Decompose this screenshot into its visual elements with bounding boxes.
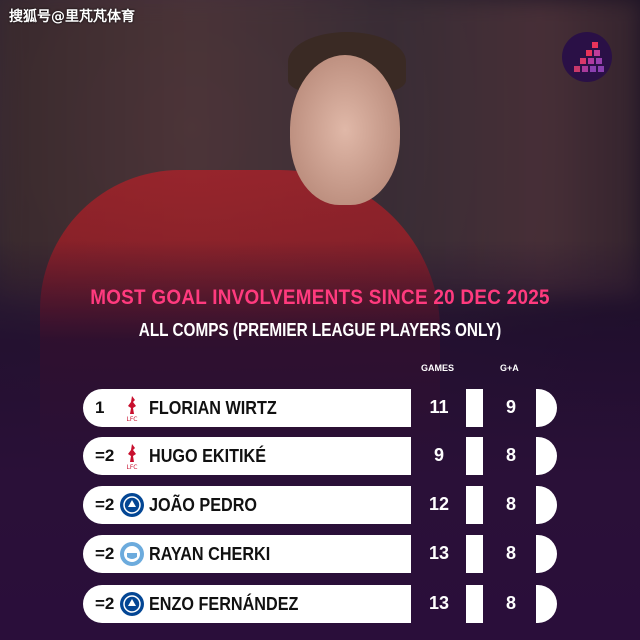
row-end-cap [536, 389, 557, 427]
separator [466, 535, 483, 573]
row-end-cap [536, 585, 557, 623]
player-name: ENZO FERNÁNDEZ [149, 594, 299, 614]
crest-text: LFC [127, 416, 138, 422]
table-row: 1 LFC FLORIAN WIRTZ 11 9 [83, 389, 563, 427]
games-value: 13 [428, 543, 450, 563]
brand-logo-icon [562, 32, 612, 82]
player-pill [83, 389, 411, 427]
chelsea-crest-icon [120, 592, 144, 616]
man-city-crest-icon [120, 542, 144, 566]
crest-text: LFC [127, 464, 138, 470]
column-header-games: GAMES [421, 363, 455, 373]
column-header-ga: G+A [500, 363, 519, 373]
games-value: 13 [428, 593, 450, 613]
player-name: HUGO EKITIKÉ [149, 446, 267, 466]
table-row: =2 RAYAN CHERKI 13 8 [83, 535, 563, 573]
player-name: RAYAN CHERKI [149, 544, 271, 564]
ga-value: 8 [505, 593, 516, 613]
watermark: 搜狐号@里芃芃体育 [9, 9, 135, 25]
rank: =2 [95, 594, 115, 613]
row-end-cap [536, 486, 557, 524]
separator [466, 437, 483, 475]
ga-value: 8 [505, 494, 516, 514]
separator [466, 389, 483, 427]
table-row: =2 JOÃO PEDRO 12 8 [83, 486, 563, 524]
player-pill [83, 437, 411, 475]
chelsea-crest-icon [120, 493, 144, 517]
rank: 1 [95, 398, 105, 417]
separator [466, 585, 483, 623]
player-head [290, 55, 400, 205]
title: MOST GOAL INVOLVEMENTS SINCE 20 DEC 2025 [90, 286, 550, 309]
games-value: 12 [428, 494, 450, 514]
rank: =2 [95, 544, 115, 563]
ga-value: 8 [505, 543, 516, 563]
player-name: FLORIAN WIRTZ [149, 398, 277, 418]
games-value: 9 [433, 445, 444, 465]
separator [466, 486, 483, 524]
table-row: =2 ENZO FERNÁNDEZ 13 8 [83, 585, 563, 623]
ga-value: 9 [505, 397, 516, 417]
ga-value: 8 [505, 445, 516, 465]
games-value: 11 [429, 397, 449, 417]
subtitle: ALL COMPS (PREMIER LEAGUE PLAYERS ONLY) [138, 320, 502, 340]
rank: =2 [95, 446, 115, 465]
row-end-cap [536, 437, 557, 475]
liverpool-crest-icon: LFC [127, 444, 138, 470]
liverpool-crest-icon: LFC [127, 396, 138, 422]
rank: =2 [95, 495, 115, 514]
player-name: JOÃO PEDRO [149, 495, 258, 515]
table-row: =2 LFC HUGO EKITIKÉ 9 8 [83, 437, 563, 475]
row-end-cap [536, 535, 557, 573]
